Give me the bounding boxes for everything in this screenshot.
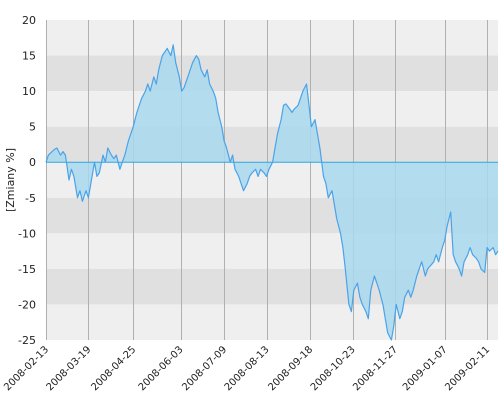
x-tick-label: 2008-08-13 xyxy=(223,344,272,393)
background-band xyxy=(46,20,498,56)
x-tick-label: 2008-11-27 xyxy=(351,344,400,393)
y-tick-label: -5 xyxy=(25,192,36,205)
y-tick-label: -10 xyxy=(18,227,36,240)
x-axis: 2008-02-132008-03-192008-04-252008-06-03… xyxy=(2,344,492,393)
y-tick-label: 15 xyxy=(22,50,36,63)
y-tick-label: 0 xyxy=(29,156,36,169)
x-tick-label: 2009-02-11 xyxy=(443,344,492,393)
y-tick-label: -15 xyxy=(18,263,36,276)
x-tick-label: 2008-06-03 xyxy=(137,344,186,393)
series-line xyxy=(45,44,499,341)
y-tick-label: 20 xyxy=(22,14,36,27)
x-tick-label: 2008-04-25 xyxy=(89,344,138,393)
background-band xyxy=(46,268,498,305)
background-band xyxy=(46,126,498,163)
background-band xyxy=(46,55,498,92)
x-tick-label: 2008-03-19 xyxy=(45,344,94,393)
background-band xyxy=(46,91,498,127)
y-tick-label: 5 xyxy=(29,121,36,134)
y-tick-label: -25 xyxy=(18,334,36,347)
y-tick-label: -20 xyxy=(18,298,36,311)
background-band xyxy=(46,304,498,340)
y-axis: 20 15 10 5 0 -5 -10 -15 -20 -25 xyxy=(18,14,36,347)
y-tick-label: 10 xyxy=(22,85,36,98)
y-axis-label: [Zmiany %] xyxy=(4,148,17,212)
series-area xyxy=(46,44,498,341)
